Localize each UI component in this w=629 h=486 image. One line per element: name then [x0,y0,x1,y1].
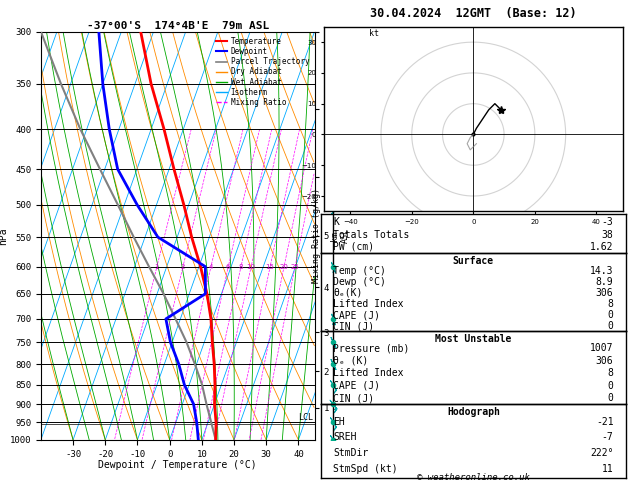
Text: 0: 0 [608,321,613,331]
Text: StmDir: StmDir [333,448,369,458]
Text: θₑ(K): θₑ(K) [333,288,362,298]
Text: 25: 25 [291,264,299,270]
Title: -37°00'S  174°4B'E  79m ASL: -37°00'S 174°4B'E 79m ASL [87,21,269,31]
Text: θₑ (K): θₑ (K) [333,356,369,365]
Text: SREH: SREH [333,432,357,442]
Text: Surface: Surface [453,256,494,266]
Legend: Temperature, Dewpoint, Parcel Trajectory, Dry Adiabat, Wet Adiabat, Isotherm, Mi: Temperature, Dewpoint, Parcel Trajectory… [214,35,311,108]
Y-axis label: hPa: hPa [0,227,8,244]
Text: -3: -3 [602,217,613,227]
Text: CIN (J): CIN (J) [333,393,374,403]
Text: 4: 4 [209,264,213,270]
Text: EH: EH [333,417,345,427]
Text: 20: 20 [279,264,288,270]
Y-axis label: km
ASL: km ASL [330,228,350,243]
Text: 1.62: 1.62 [590,242,613,252]
Text: CAPE (J): CAPE (J) [333,381,380,391]
Text: 10: 10 [247,264,255,270]
Text: 8: 8 [608,299,613,309]
Text: 1007: 1007 [590,343,613,353]
Text: 8: 8 [238,264,243,270]
Text: © weatheronline.co.uk: © weatheronline.co.uk [417,473,530,482]
Text: 14.3: 14.3 [590,265,613,276]
Text: Hodograph: Hodograph [447,407,500,417]
Text: 15: 15 [265,264,274,270]
Text: Most Unstable: Most Unstable [435,333,511,344]
Text: 306: 306 [596,288,613,298]
Text: Temp (°C): Temp (°C) [333,265,386,276]
Text: 8.9: 8.9 [596,277,613,287]
Text: StmSpd (kt): StmSpd (kt) [333,464,398,473]
Text: 1: 1 [155,264,159,270]
Text: Dewp (°C): Dewp (°C) [333,277,386,287]
Text: 306: 306 [596,356,613,365]
Text: 30.04.2024  12GMT  (Base: 12): 30.04.2024 12GMT (Base: 12) [370,7,577,20]
Text: -7: -7 [602,432,613,442]
Text: 11: 11 [602,464,613,473]
Text: Lifted Index: Lifted Index [333,368,404,378]
Text: Pressure (mb): Pressure (mb) [333,343,409,353]
Text: 38: 38 [602,229,613,240]
Text: 0: 0 [608,310,613,320]
Text: kt: kt [369,29,379,38]
Text: 0: 0 [608,393,613,403]
Text: CAPE (J): CAPE (J) [333,310,380,320]
X-axis label: Dewpoint / Temperature (°C): Dewpoint / Temperature (°C) [98,460,257,470]
Text: PW (cm): PW (cm) [333,242,374,252]
Text: 6: 6 [226,264,230,270]
Text: 2: 2 [181,264,185,270]
Text: 0: 0 [608,381,613,391]
Text: 8: 8 [608,368,613,378]
Text: LCL: LCL [299,413,313,422]
Text: 222°: 222° [590,448,613,458]
Text: -21: -21 [596,417,613,427]
Text: K: K [333,217,339,227]
Text: Totals Totals: Totals Totals [333,229,409,240]
Text: CIN (J): CIN (J) [333,321,374,331]
Text: Mixing Ratio (g/kg): Mixing Ratio (g/kg) [311,188,321,283]
Text: Lifted Index: Lifted Index [333,299,404,309]
